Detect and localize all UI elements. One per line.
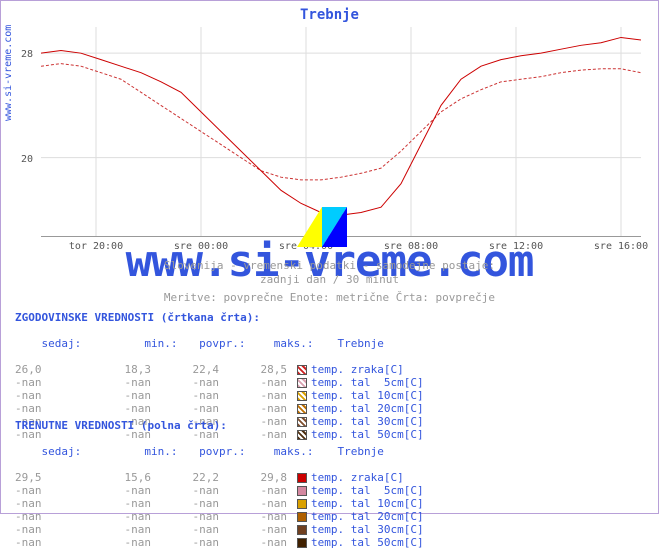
- source-label: www.si-vreme.com: [3, 25, 14, 121]
- table-row: -nan-nan-nan-nantemp. tal 5cm[C]: [15, 376, 645, 389]
- row-label: temp. zraka[C]: [311, 471, 404, 484]
- color-swatch: [297, 404, 307, 414]
- caption-line: Slovenija - vremenski podatki - samodejn…: [1, 259, 658, 272]
- row-label: temp. tal 5cm[C]: [311, 484, 424, 497]
- table-row: -nan-nan-nan-nantemp. tal 20cm[C]: [15, 402, 645, 415]
- caption-line: Meritve: povprečne Enote: metrične Črta:…: [1, 291, 658, 304]
- current-title: TRENUTNE VREDNOSTI (polna črta):: [15, 419, 645, 432]
- table-row: -nan-nan-nan-nantemp. tal 5cm[C]: [15, 484, 645, 497]
- current-table: TRENUTNE VREDNOSTI (polna črta): sedaj:m…: [15, 419, 645, 549]
- xtick: sre 08:00: [381, 241, 441, 252]
- color-swatch: [297, 391, 307, 401]
- line-chart: [41, 27, 641, 237]
- xtick: sre 00:00: [171, 241, 231, 252]
- ytick: 20: [21, 154, 33, 165]
- column-headers: sedaj:min.:povpr.:maks.:Trebnje: [15, 324, 645, 363]
- table-row: -nan-nan-nan-nantemp. tal 30cm[C]: [15, 523, 645, 536]
- table-row: -nan-nan-nan-nantemp. tal 50cm[C]: [15, 536, 645, 549]
- xtick: tor 20:00: [66, 241, 126, 252]
- row-label: temp. tal 30cm[C]: [311, 523, 424, 536]
- table-row: 26,018,322,428,5temp. zraka[C]: [15, 363, 645, 376]
- color-swatch: [297, 378, 307, 388]
- row-label: temp. tal 20cm[C]: [311, 402, 424, 415]
- table-row: -nan-nan-nan-nantemp. tal 10cm[C]: [15, 389, 645, 402]
- historic-title: ZGODOVINSKE VREDNOSTI (črtkana črta):: [15, 311, 645, 324]
- row-label: temp. tal 50cm[C]: [311, 536, 424, 549]
- color-swatch: [297, 473, 307, 483]
- color-swatch: [297, 538, 307, 548]
- row-label: temp. tal 10cm[C]: [311, 389, 424, 402]
- color-swatch: [297, 525, 307, 535]
- xtick: sre 16:00: [591, 241, 651, 252]
- row-label: temp. tal 5cm[C]: [311, 376, 424, 389]
- color-swatch: [297, 486, 307, 496]
- row-label: temp. tal 10cm[C]: [311, 497, 424, 510]
- caption-line: zadnji dan / 30 minut: [1, 273, 658, 286]
- table-row: -nan-nan-nan-nantemp. tal 10cm[C]: [15, 497, 645, 510]
- xtick: sre 12:00: [486, 241, 546, 252]
- row-label: temp. tal 20cm[C]: [311, 510, 424, 523]
- watermark-logo: [297, 207, 347, 247]
- column-headers: sedaj:min.:povpr.:maks.:Trebnje: [15, 432, 645, 471]
- color-swatch: [297, 365, 307, 375]
- ytick: 28: [21, 49, 33, 60]
- chart-title: Trebnje: [1, 7, 658, 23]
- table-row: -nan-nan-nan-nantemp. tal 20cm[C]: [15, 510, 645, 523]
- table-row: 29,515,622,229,8temp. zraka[C]: [15, 471, 645, 484]
- color-swatch: [297, 499, 307, 509]
- row-label: temp. zraka[C]: [311, 363, 404, 376]
